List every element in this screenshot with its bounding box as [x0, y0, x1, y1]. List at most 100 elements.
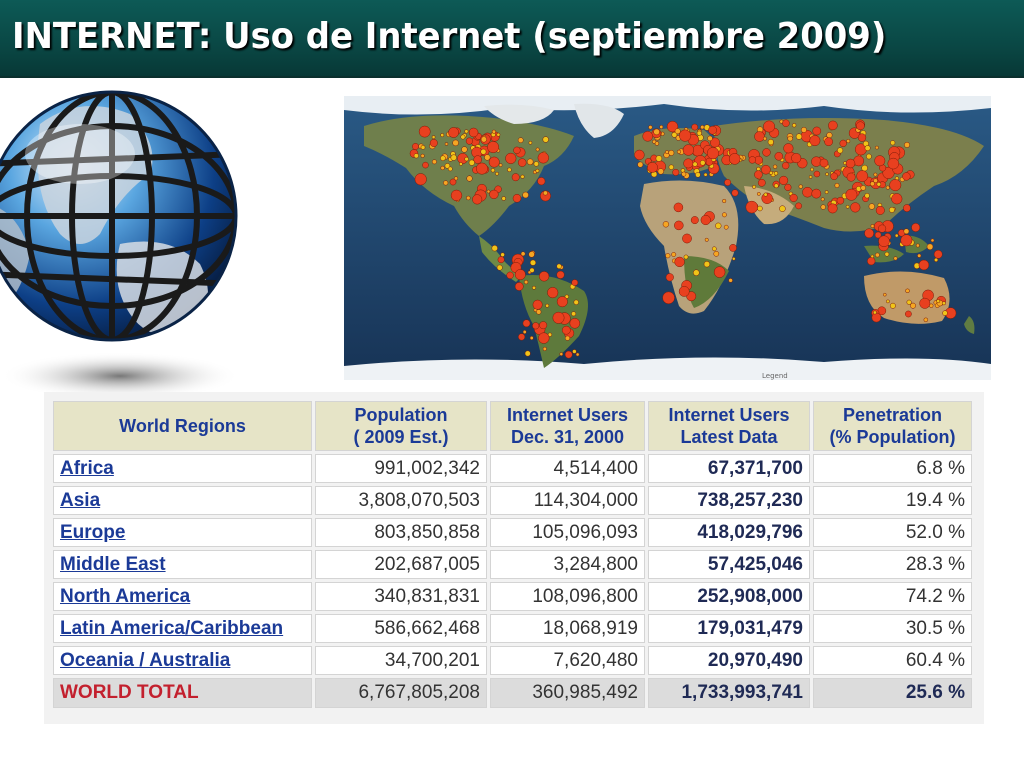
map-dot	[873, 178, 878, 184]
region-link-asia[interactable]: Asia	[53, 486, 312, 515]
map-dot	[522, 319, 531, 328]
map-dot	[547, 287, 559, 299]
map-dot	[464, 129, 469, 134]
map-dot	[769, 170, 773, 175]
penetration-cell: 25.6 %	[813, 678, 972, 708]
map-dot	[857, 133, 867, 142]
map-dot	[517, 158, 527, 167]
header-users-latest: Internet Users Latest Data	[648, 401, 810, 451]
users-2000-cell: 114,304,000	[490, 486, 645, 515]
map-dot	[704, 237, 709, 242]
map-dot	[500, 252, 505, 257]
map-dot	[444, 163, 451, 169]
map-dot	[850, 202, 861, 213]
map-dot	[674, 128, 681, 135]
map-dot	[412, 143, 419, 150]
map-dot	[846, 139, 851, 144]
map-dot	[528, 251, 535, 258]
map-dot	[532, 322, 540, 330]
map-dot	[911, 223, 921, 232]
map-dot	[754, 170, 763, 179]
map-dot	[782, 119, 790, 127]
map-dot	[903, 228, 910, 235]
map-dot	[722, 198, 727, 204]
map-dot	[919, 297, 931, 309]
map-dot	[811, 188, 822, 199]
map-dot	[787, 135, 793, 142]
map-dot	[933, 249, 943, 259]
map-dot	[634, 149, 645, 161]
region-link-latin-america[interactable]: Latin America/Caribbean	[53, 614, 312, 643]
map-dot	[535, 168, 540, 173]
map-dot	[874, 231, 882, 239]
map-dot	[929, 303, 934, 308]
map-dot	[573, 299, 579, 305]
map-dot	[861, 164, 868, 172]
map-dot	[876, 182, 882, 187]
region-link-europe[interactable]: Europe	[53, 518, 312, 547]
region-link-north-america[interactable]: North America	[53, 582, 312, 611]
region-link-oceania[interactable]: Oceania / Australia	[53, 646, 312, 675]
map-dot	[894, 233, 899, 238]
map-dot	[762, 136, 767, 141]
map-dot	[846, 172, 856, 182]
map-dot	[496, 264, 503, 271]
map-dot	[820, 204, 826, 210]
map-dot	[752, 184, 757, 189]
map-dot	[864, 145, 871, 152]
map-dot	[867, 256, 876, 266]
map-dot	[420, 145, 426, 150]
map-dot	[443, 180, 449, 186]
map-dot	[665, 273, 674, 282]
map-dot	[668, 164, 674, 170]
map-dot	[461, 146, 468, 153]
map-dot	[871, 312, 882, 323]
map-dot	[449, 178, 457, 186]
map-dot	[672, 168, 680, 176]
map-dot	[757, 205, 763, 212]
map-dot	[798, 184, 803, 189]
map-dot	[490, 168, 496, 173]
map-dot	[827, 203, 838, 214]
map-dot	[529, 267, 535, 273]
map-dot	[678, 286, 690, 297]
map-dot	[691, 123, 699, 131]
map-dot	[761, 164, 771, 175]
map-dot	[711, 246, 717, 252]
map-dot	[529, 336, 534, 340]
map-dot	[839, 139, 847, 148]
map-dot	[440, 165, 445, 171]
world-total-label: WORLD TOTAL	[53, 678, 312, 708]
map-dot	[542, 190, 548, 196]
map-dot	[745, 200, 759, 214]
map-dot	[826, 132, 833, 139]
map-dot	[466, 175, 473, 182]
title-banner: INTERNET: Uso de Internet (septiembre 20…	[0, 0, 1024, 78]
map-dot	[808, 175, 813, 179]
map-dot	[828, 120, 838, 131]
map-dot	[693, 269, 700, 276]
map-dot	[772, 164, 778, 169]
map-dot	[762, 148, 771, 157]
map-dot	[926, 243, 934, 251]
map-dot	[484, 154, 491, 161]
map-dot	[791, 153, 802, 164]
map-dot	[539, 321, 548, 330]
region-link-middle-east[interactable]: Middle East	[53, 550, 312, 579]
map-dot	[475, 162, 488, 175]
map-dot	[893, 256, 898, 261]
map-dot	[845, 188, 858, 201]
map-dot	[820, 197, 825, 202]
map-dot	[495, 171, 499, 176]
map-dot	[855, 186, 862, 192]
map-dot	[564, 335, 571, 341]
map-dot	[874, 155, 886, 167]
map-dot	[767, 139, 774, 146]
map-dot	[520, 174, 525, 179]
map-dot	[930, 238, 935, 243]
region-link-africa[interactable]: Africa	[53, 454, 312, 483]
map-dot	[655, 155, 663, 162]
header-world-regions: World Regions	[53, 401, 312, 451]
map-dot	[512, 194, 522, 203]
map-dot	[856, 121, 865, 131]
